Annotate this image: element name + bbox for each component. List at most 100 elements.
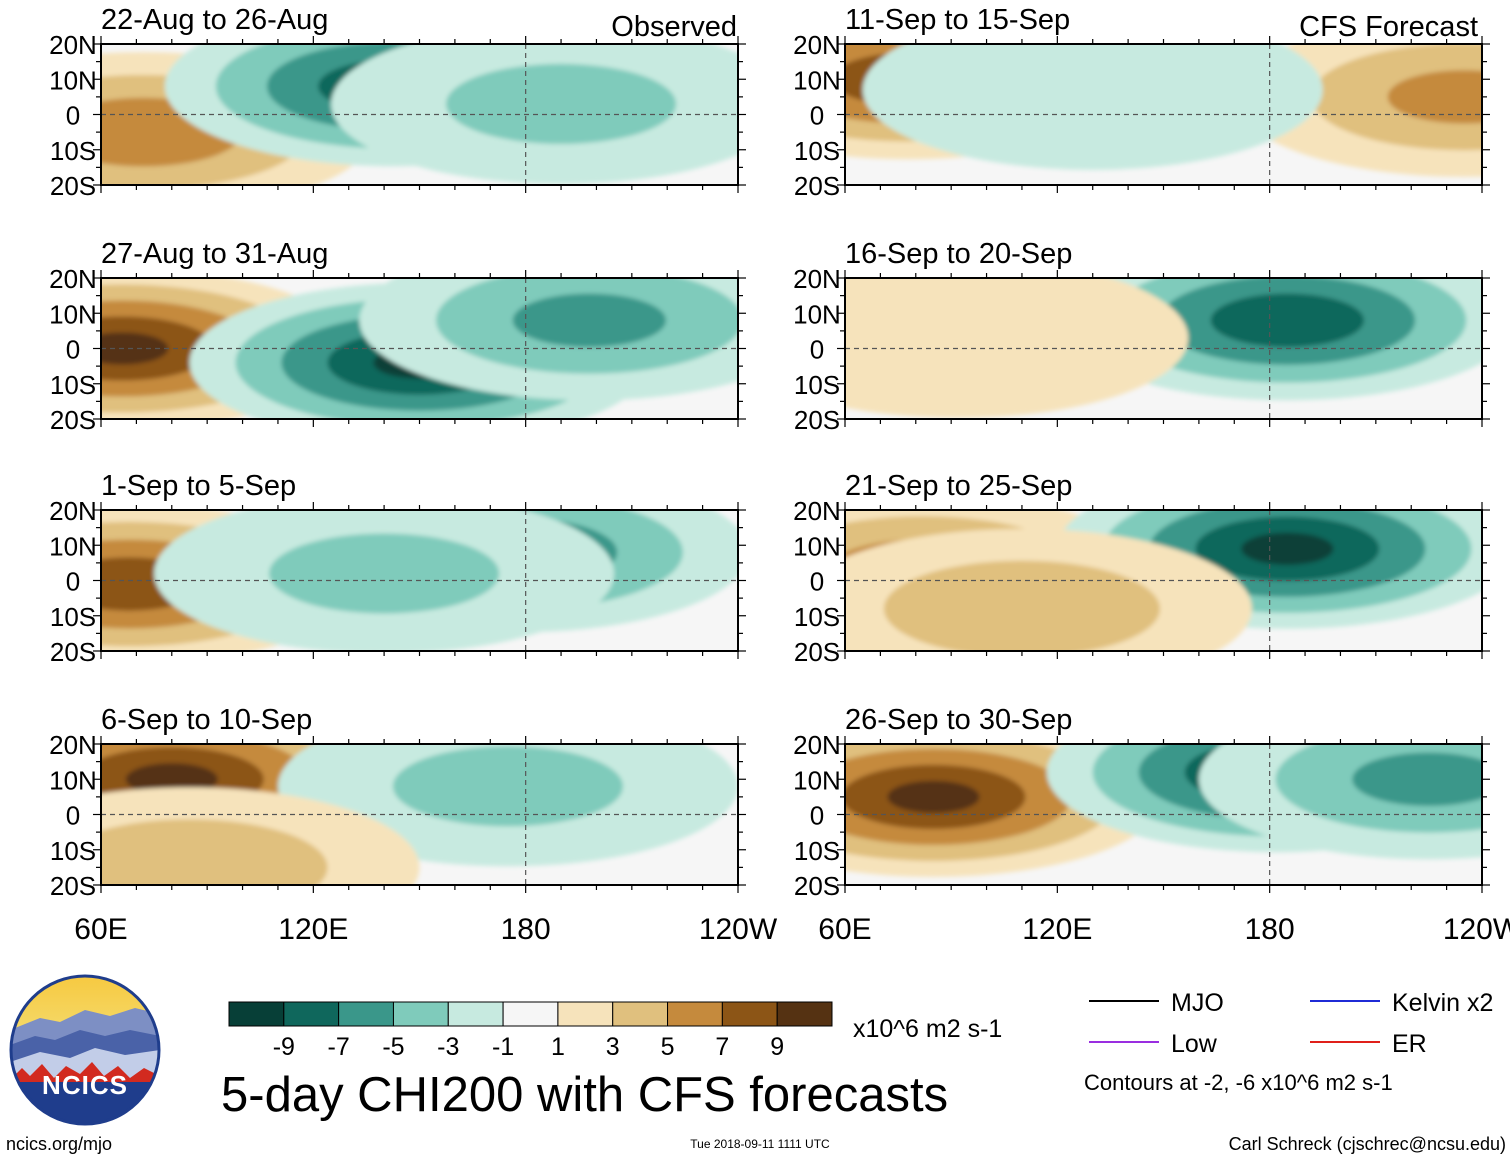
colorbar-units: x10^6 m2 s-1: [853, 1015, 1002, 1043]
lat-tick-label: 10S: [794, 836, 840, 866]
colorbar: -9 -7 -5 -3 -1 1 3 5 7 9: [228, 1001, 833, 1061]
header-observed: Observed: [611, 11, 737, 43]
lat-tick-label: 0: [66, 101, 80, 131]
lat-tick-label: 10S: [794, 370, 840, 400]
anomaly-contour-3: [862, 44, 1323, 170]
legend-item-er: ER: [1310, 1030, 1427, 1058]
colorbar-tick-label: 7: [715, 1033, 729, 1061]
colorbar-swatch: [338, 1001, 394, 1027]
chart-title: 5-day CHI200 with CFS forecasts: [221, 1068, 948, 1122]
lat-tick-label: 10S: [50, 836, 96, 866]
lat-tick-label: 20N: [49, 30, 97, 60]
legend: MJO Kelvin x2 Low ER: [1089, 989, 1493, 1058]
lat-tick-label: 20S: [794, 405, 840, 435]
lat-tick-label: 20N: [49, 496, 97, 526]
lat-tick-label: 20S: [794, 171, 840, 201]
anomaly-contour-1: [887, 780, 980, 813]
colorbar-tick-label: 5: [661, 1033, 675, 1061]
colorbar-tick-label: -7: [328, 1033, 350, 1061]
lat-tick-label: 20N: [793, 264, 841, 294]
colorbar-tick-label: -3: [437, 1033, 459, 1061]
lon-tick-label: 120W: [699, 913, 778, 946]
colorbar-swatch: [502, 1001, 559, 1027]
lat-tick-label: 20N: [49, 264, 97, 294]
lat-tick-label: 20S: [50, 871, 96, 901]
colorbar-swatch: [283, 1001, 340, 1027]
lat-tick-label: 10N: [49, 765, 97, 795]
legend-item-kelvin-x2: Kelvin x2: [1310, 989, 1493, 1017]
lat-tick-label: 0: [810, 801, 824, 831]
colorbar-tick-label: 3: [606, 1033, 620, 1061]
lat-tick-label: 10N: [49, 299, 97, 329]
footer-credit: Carl Schreck (cjschrec@ncsu.edu): [1229, 1134, 1506, 1154]
anomaly-contour-2: [1241, 532, 1334, 565]
panel-period-title: 1-Sep to 5-Sep: [101, 470, 296, 502]
panel-period-title: 16-Sep to 20-Sep: [845, 238, 1072, 270]
lon-tick-label: 60E: [818, 913, 871, 946]
lat-tick-label: 10N: [49, 531, 97, 561]
contour-note: Contours at -2, -6 x10^6 m2 s-1: [1084, 1070, 1393, 1095]
colorbar-tick-label: 9: [770, 1033, 784, 1061]
colorbar-tick-label: -5: [382, 1033, 404, 1061]
panel-6: 20N 10N 0 10S 20S 16-Sep to 20-Sep: [793, 238, 1490, 435]
anomaly-contour-3: [512, 293, 667, 347]
lat-tick-label: 10S: [50, 602, 96, 632]
colorbar-swatch: [612, 1001, 669, 1027]
footer-timestamp: Tue 2018-09-11 1111 UTC: [690, 1137, 830, 1151]
lat-tick-label: 10N: [49, 65, 97, 95]
lat-tick-label: 10S: [794, 136, 840, 166]
lat-tick-label: 20N: [793, 730, 841, 760]
lat-tick-label: 20S: [50, 405, 96, 435]
panel-period-title: 11-Sep to 15-Sep: [845, 4, 1070, 36]
lat-tick-label: 20S: [50, 171, 96, 201]
colorbar-tick-label: 1: [551, 1033, 565, 1061]
footer-url[interactable]: ncics.org/mjo: [6, 1134, 112, 1154]
lon-tick-label: 120E: [1022, 913, 1092, 946]
panel-period-title: 22-Aug to 26-Aug: [101, 4, 328, 36]
anomaly-contour-1: [1210, 293, 1365, 347]
lon-tick-label: 180: [501, 913, 551, 946]
panel-period-title: 21-Sep to 25-Sep: [845, 470, 1072, 502]
lat-tick-label: 0: [66, 335, 80, 365]
lon-tick-label: 60E: [74, 913, 127, 946]
anomaly-contour-3: [883, 560, 1160, 651]
lat-tick-label: 0: [810, 101, 824, 131]
anomaly-contour-1: [125, 763, 218, 796]
lat-tick-label: 20S: [794, 871, 840, 901]
legend-item-mjo: MJO: [1089, 989, 1224, 1017]
lon-tick-label: 120E: [278, 913, 348, 946]
lat-tick-label: 20S: [50, 637, 96, 667]
colorbar-swatch: [667, 1001, 723, 1027]
lat-tick-label: 20N: [793, 30, 841, 60]
colorbar-swatch: [447, 1001, 504, 1027]
colorbar-swatch: [228, 1001, 285, 1027]
lat-tick-label: 20N: [49, 730, 97, 760]
panel-7: 20N 10N 0 10S 20S 21-Sep to 25-Sep: [793, 470, 1490, 667]
lat-tick-label: 20S: [794, 637, 840, 667]
panel-4: 20N 10N 0 10S 20S 6-Sep to 10-Sep: [49, 704, 746, 901]
longitude-tick-labels: 60E 120E 180 120W 60E 120E 180 120W: [74, 913, 1510, 946]
anomaly-contour-3: [446, 63, 677, 144]
anomaly-contour-3: [1352, 752, 1482, 806]
panel-3: 20N 10N 0 10S 20S 1-Sep to 5-Sep: [49, 470, 746, 667]
panel-8: 20N 10N 0 10S 20S 26-Sep to 30-Sep: [793, 704, 1490, 901]
lat-tick-label: 10N: [793, 765, 841, 795]
panel-2: 20N 10N 0 10S 20S 27-Aug to 31-Aug: [49, 238, 746, 435]
lat-tick-label: 10N: [793, 299, 841, 329]
svg-text:Low: Low: [1171, 1030, 1218, 1058]
lat-tick-label: 10N: [793, 531, 841, 561]
lat-tick-label: 10S: [794, 602, 840, 632]
colorbar-tick-label: -1: [492, 1033, 514, 1061]
lon-tick-label: 120W: [1443, 913, 1510, 946]
colorbar-swatch: [557, 1001, 614, 1027]
svg-text:ER: ER: [1392, 1030, 1427, 1058]
lat-tick-label: 20N: [793, 496, 841, 526]
lat-tick-label: 10S: [50, 370, 96, 400]
anomaly-contour-3: [101, 819, 328, 885]
colorbar-swatch: [721, 1001, 778, 1027]
panel-period-title: 6-Sep to 10-Sep: [101, 704, 312, 736]
logo-text: NCICS: [42, 1070, 128, 1100]
anomaly-contour-1: [101, 332, 169, 365]
anomaly-contour-2: [392, 746, 623, 827]
